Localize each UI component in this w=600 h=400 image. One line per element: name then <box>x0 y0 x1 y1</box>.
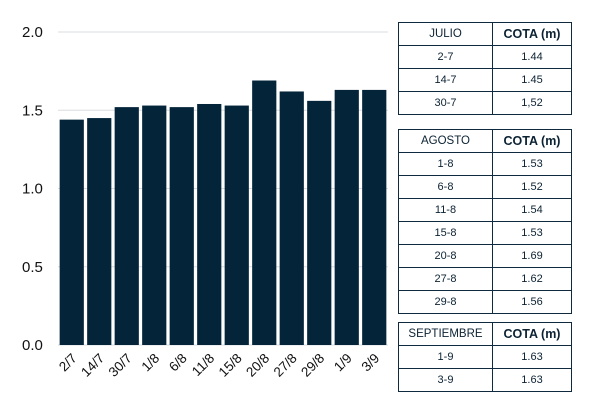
cota-header: COTA (m) <box>492 129 572 153</box>
cota-cell: 1.45 <box>492 68 572 92</box>
cota-cell: 1.56 <box>492 290 572 314</box>
cota-cell: 1.54 <box>492 198 572 222</box>
x-tick-label: 3/9 <box>358 351 382 375</box>
x-tick-label: 1/8 <box>138 351 162 375</box>
date-cell: 15-8 <box>398 221 493 245</box>
table-row: 30-7 1,52 <box>398 91 572 115</box>
x-tick-label: 15/8 <box>216 351 245 380</box>
month-header: SEPTIEMBRE <box>398 322 493 346</box>
table-agosto: AGOSTO COTA (m) 1-8 1.53 6-8 1.52 11-8 1… <box>398 129 572 314</box>
cota-cell: 1.69 <box>492 244 572 268</box>
cota-header: COTA (m) <box>492 22 572 46</box>
bar <box>252 80 277 345</box>
x-tick-label: 2/7 <box>56 351 80 375</box>
cota-cell: 1.63 <box>492 368 572 392</box>
month-header: JULIO <box>398 22 493 46</box>
month-header: AGOSTO <box>398 129 493 153</box>
cota-cell: 1.44 <box>492 45 572 69</box>
bar <box>197 103 222 346</box>
table-row: 27-8 1.62 <box>398 267 572 291</box>
bar <box>362 89 387 345</box>
table-row: 20-8 1.69 <box>398 244 572 268</box>
table-julio: JULIO COTA (m) 2-7 1.44 14-7 1.45 30-7 1… <box>398 22 572 115</box>
cota-cell: 1,52 <box>492 91 572 115</box>
table-row: 29-8 1.56 <box>398 290 572 314</box>
date-cell: 27-8 <box>398 267 493 291</box>
table-row: 6-8 1.52 <box>398 175 572 199</box>
y-tick-label: 0.5 <box>22 259 43 276</box>
cota-cell: 1.53 <box>492 221 572 245</box>
bar <box>334 89 359 345</box>
date-cell: 14-7 <box>398 68 493 92</box>
x-tick-label: 30/7 <box>106 351 135 380</box>
date-cell: 20-8 <box>398 244 493 268</box>
bar <box>142 105 167 346</box>
cota-cell: 1.52 <box>492 175 572 199</box>
y-tick-label: 0.0 <box>22 337 43 354</box>
x-tick-label: 6/8 <box>166 351 190 375</box>
date-cell: 1-8 <box>398 152 493 176</box>
table-header-row: JULIO COTA (m) <box>398 22 572 46</box>
bar <box>279 91 304 345</box>
table-row: 1-9 1.63 <box>398 345 572 369</box>
x-tick-label: 11/8 <box>189 351 217 379</box>
x-tick-label: 1/9 <box>331 351 355 375</box>
table-row: 3-9 1.63 <box>398 368 572 392</box>
table-row: 15-8 1.53 <box>398 221 572 245</box>
date-cell: 3-9 <box>398 368 493 392</box>
x-tick-label: 20/8 <box>243 351 272 380</box>
table-header-row: AGOSTO COTA (m) <box>398 129 572 153</box>
x-tick-label: 14/7 <box>78 351 107 380</box>
cota-header: COTA (m) <box>492 322 572 346</box>
bar <box>114 107 139 346</box>
cota-cell: 1.63 <box>492 345 572 369</box>
bar <box>307 100 332 345</box>
y-tick-label: 1.0 <box>22 181 43 198</box>
x-tick-label: 29/8 <box>298 351 327 380</box>
bar-chart: 0.0 0.5 1.0 1.5 2.0 2/714/730/7 1/8 6/8 11/815/8… <box>22 24 388 380</box>
x-tick-label: 27/8 <box>271 351 300 380</box>
bar <box>224 105 249 346</box>
y-tick-label: 2.0 <box>22 24 43 41</box>
table-header-row: SEPTIEMBRE COTA (m) <box>398 322 572 346</box>
table-row: 2-7 1.44 <box>398 45 572 69</box>
bar <box>87 118 112 345</box>
table-septiembre: SEPTIEMBRE COTA (m) 1-9 1.63 3-9 1.63 <box>398 322 572 392</box>
date-cell: 1-9 <box>398 345 493 369</box>
date-cell: 30-7 <box>398 91 493 115</box>
date-cell: 6-8 <box>398 175 493 199</box>
cota-cell: 1.53 <box>492 152 572 176</box>
y-tick-label: 1.5 <box>22 102 43 119</box>
date-cell: 29-8 <box>398 290 493 314</box>
bar <box>169 107 194 346</box>
table-row: 14-7 1.45 <box>398 68 572 92</box>
table-row: 1-8 1.53 <box>398 152 572 176</box>
table-row: 11-8 1.54 <box>398 198 572 222</box>
date-cell: 2-7 <box>398 45 493 69</box>
cota-cell: 1.62 <box>492 267 572 291</box>
date-cell: 11-8 <box>398 198 493 222</box>
bar <box>59 119 84 345</box>
